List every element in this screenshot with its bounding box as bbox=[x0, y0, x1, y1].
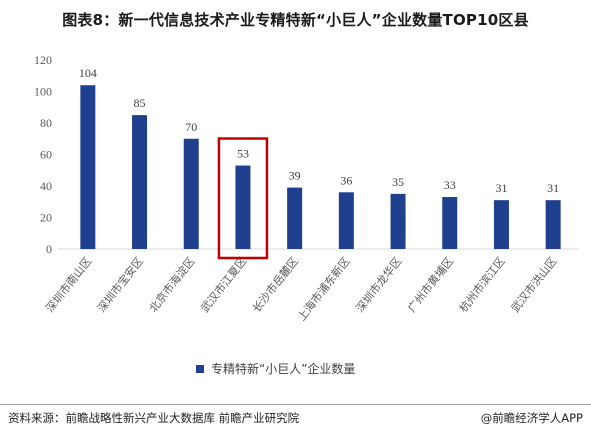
data-label: 33 bbox=[444, 178, 456, 192]
category-label: 长沙市岳麓区 bbox=[249, 254, 301, 315]
bar bbox=[493, 200, 509, 249]
category-label: 武汉市洪山区 bbox=[508, 254, 560, 315]
bar bbox=[338, 192, 354, 249]
legend: 专精特新“小巨人”企业数量 bbox=[196, 361, 355, 376]
bar bbox=[235, 165, 251, 249]
data-label: 35 bbox=[392, 175, 404, 189]
category-label: 武汉市江夏区 bbox=[198, 254, 250, 315]
y-tick-label: 120 bbox=[34, 53, 52, 67]
bar bbox=[80, 85, 96, 249]
category-label: 杭州市滨江区 bbox=[456, 254, 508, 315]
category-label: 上海市浦东新区 bbox=[294, 254, 352, 323]
data-label: 36 bbox=[340, 173, 352, 187]
data-label: 70 bbox=[185, 120, 197, 134]
bar bbox=[545, 200, 561, 249]
data-label: 104 bbox=[79, 66, 97, 80]
bar bbox=[132, 115, 148, 249]
category-label: 深圳市宝安区 bbox=[94, 254, 146, 315]
y-tick-label: 40 bbox=[40, 179, 52, 193]
bar bbox=[442, 197, 458, 249]
bar-chart: 0 20 40 60 80 100 120 104 85 70 53 39 36 35 33 31 31 深圳… bbox=[34, 53, 579, 376]
footer-divider bbox=[0, 404, 591, 405]
highlight-box bbox=[217, 137, 269, 260]
y-tick-label: 0 bbox=[46, 242, 52, 256]
bar bbox=[183, 138, 199, 249]
legend-swatch bbox=[196, 365, 204, 373]
category-label: 广州市黄埔区 bbox=[404, 254, 456, 315]
category-label: 北京市海淀区 bbox=[146, 254, 198, 315]
data-label: 53 bbox=[237, 147, 249, 161]
y-tick-label: 20 bbox=[40, 211, 52, 225]
y-tick-label: 80 bbox=[40, 116, 52, 130]
brand-credit: @前瞻经济学人APP bbox=[480, 411, 583, 425]
chart-title: 图表8：新一代信息技术产业专精特新“小巨人”企业数量TOP10区县 bbox=[62, 11, 529, 29]
data-label: 31 bbox=[495, 181, 507, 195]
bar bbox=[390, 193, 406, 249]
legend-label: 专精特新“小巨人”企业数量 bbox=[211, 361, 355, 376]
data-labels: 104 85 70 53 39 36 35 33 31 31 bbox=[79, 66, 559, 195]
data-label: 85 bbox=[134, 96, 146, 110]
highlight-rectangle bbox=[217, 137, 269, 260]
data-label: 31 bbox=[547, 181, 559, 195]
data-label: 39 bbox=[289, 169, 301, 183]
y-tick-label: 60 bbox=[40, 148, 52, 162]
category-label: 深圳市龙华区 bbox=[353, 254, 405, 315]
bar bbox=[287, 187, 303, 249]
category-label: 深圳市南山区 bbox=[43, 254, 95, 315]
bars bbox=[80, 85, 561, 249]
y-tick-label: 100 bbox=[34, 85, 52, 99]
source-note: 资料来源：前瞻战略性新兴产业大数据库 前瞻产业研究院 bbox=[8, 411, 300, 425]
